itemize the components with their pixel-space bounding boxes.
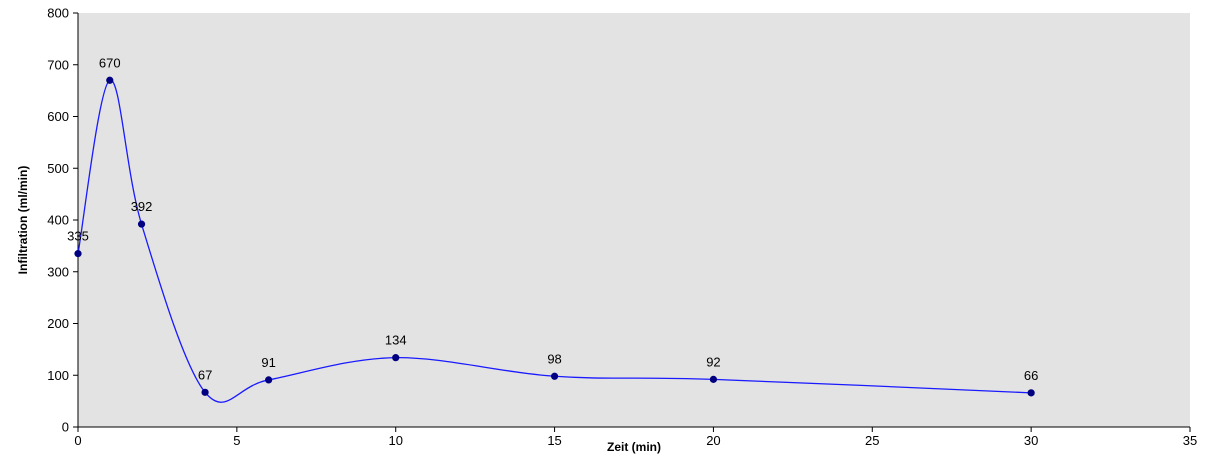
data-label: 67 [198,367,212,382]
data-point [201,388,209,396]
x-axis-ticks: 0 5 10 15 20 25 30 35 [74,427,1197,448]
data-point [106,76,114,84]
y-tick-label: 0 [62,420,69,435]
y-axis-title: Infiltration (ml/min) [16,166,30,275]
x-tick-label: 0 [74,433,81,448]
x-tick-label: 15 [547,433,561,448]
data-label: 392 [131,199,153,214]
y-tick-label: 800 [47,6,69,21]
data-point [709,375,718,383]
y-tick-label: 100 [47,368,69,383]
x-tick-label: 20 [706,433,720,448]
x-tick-label: 25 [865,433,879,448]
data-point [137,220,146,228]
data-point [550,372,559,380]
x-tick-label: 35 [1183,433,1197,448]
data-label: 134 [385,333,407,348]
data-markers [74,76,1035,397]
y-tick-label: 400 [47,213,69,228]
data-labels: 335 670 392 67 91 134 98 92 66 [67,55,1038,383]
data-label: 92 [706,354,720,369]
data-label: 335 [67,229,89,244]
y-tick-label: 600 [47,109,69,124]
data-label: 670 [99,55,121,70]
data-label: 98 [547,351,561,366]
data-label: 91 [261,355,275,370]
data-point [392,354,400,362]
y-tick-label: 200 [47,316,69,331]
y-tick-label: 300 [47,264,69,279]
x-tick-label: 5 [233,433,240,448]
x-axis-title: Zeit (min) [607,440,661,454]
data-point [265,376,273,384]
plot-area [78,13,1190,427]
data-point [1027,389,1035,397]
data-label: 66 [1024,368,1038,383]
y-tick-label: 700 [47,57,69,72]
data-point [74,250,82,258]
y-tick-label: 500 [47,161,69,176]
y-axis-ticks: 0 100 200 300 400 500 600 700 800 [47,6,78,435]
x-tick-label: 30 [1024,433,1038,448]
x-tick-label: 10 [388,433,402,448]
